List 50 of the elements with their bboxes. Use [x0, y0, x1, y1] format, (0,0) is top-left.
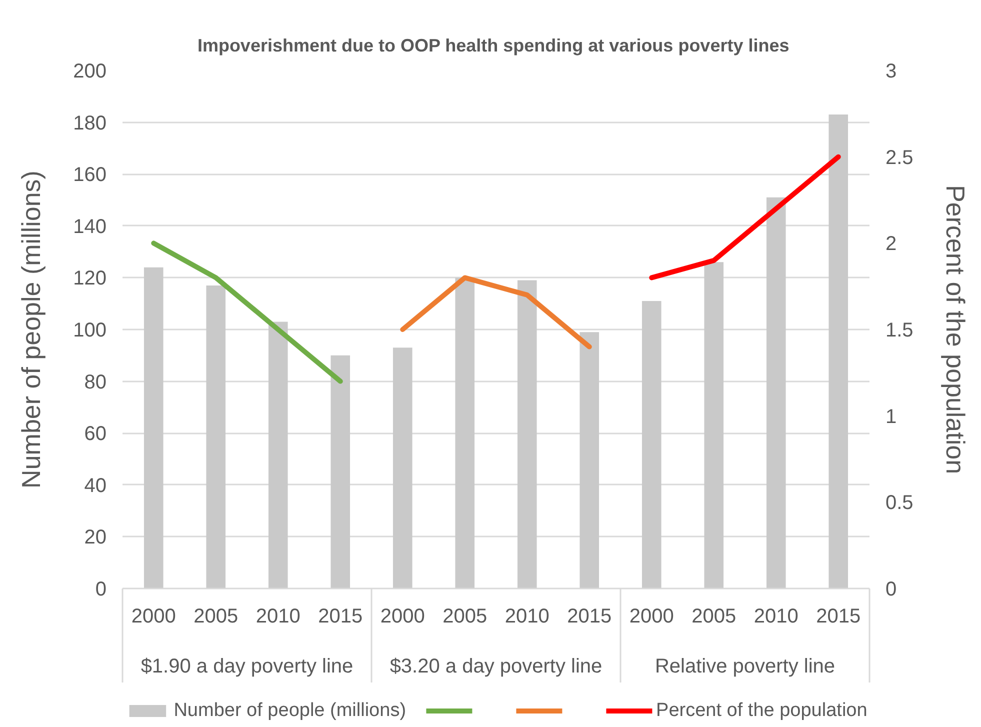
x-tick-label: 2015 [567, 606, 612, 628]
y2-tick-label: 0.5 [886, 492, 914, 514]
bar [580, 332, 600, 588]
bar [828, 114, 848, 588]
y-tick-label: 180 [73, 112, 107, 134]
y2-tick-label: 0 [886, 578, 897, 600]
x-tick-label: 2005 [692, 606, 736, 628]
y2-tick-label: 1.5 [886, 320, 914, 342]
bar [517, 280, 537, 588]
x-tick-label: 2010 [754, 606, 798, 628]
y-tick-label: 200 [73, 60, 107, 82]
bar [330, 355, 350, 588]
x-tick-label: 2000 [131, 606, 176, 628]
bar [455, 278, 475, 588]
y-tick-label: 80 [84, 371, 107, 394]
x-tick-label: 2010 [256, 606, 300, 628]
legend-label: Number of people (millions) [174, 700, 406, 722]
text: $1.90 a day poverty line [140, 656, 354, 678]
y-tick-label: 140 [73, 216, 107, 238]
y-tick-label: 60 [84, 423, 107, 446]
x-tick-label: 2000 [380, 606, 425, 628]
y2-tick-label: 2 [886, 233, 897, 256]
x-tick-label: 2010 [504, 606, 550, 628]
text: $3.20 a day poverty line [390, 656, 602, 678]
bar [268, 322, 288, 588]
x-tick-label: 2000 [629, 606, 674, 628]
legend-label: Percent of the population [656, 700, 868, 722]
y-axis-title: Number of people (millions) [16, 170, 46, 488]
chart-title: Impoverishment due to OOP health spending at various poverty lines [197, 36, 790, 56]
bar [206, 285, 226, 588]
y-tick-label: 40 [84, 474, 107, 497]
y2-tick-label: 1 [886, 406, 897, 428]
x-tick-label: 2015 [816, 606, 861, 628]
x-tick-label: 2015 [318, 606, 363, 628]
text: Relative poverty line [654, 656, 836, 678]
bar [144, 267, 164, 588]
bar [766, 197, 786, 588]
y-tick-label: 100 [73, 320, 107, 342]
y2-axis-title: Percent of the population [940, 184, 970, 474]
bar [392, 348, 412, 588]
bar [704, 262, 724, 588]
bar [642, 301, 662, 588]
x-tick-label: 2005 [194, 606, 238, 628]
y-tick-label: 0 [95, 578, 106, 600]
y2-tick-label: 2.5 [886, 146, 914, 169]
y2-tick-label: 3 [886, 60, 897, 82]
x-tick-label: 2005 [442, 606, 488, 628]
y-tick-label: 160 [73, 164, 107, 186]
y-tick-label: 20 [84, 526, 107, 549]
y-tick-label: 120 [73, 268, 107, 290]
